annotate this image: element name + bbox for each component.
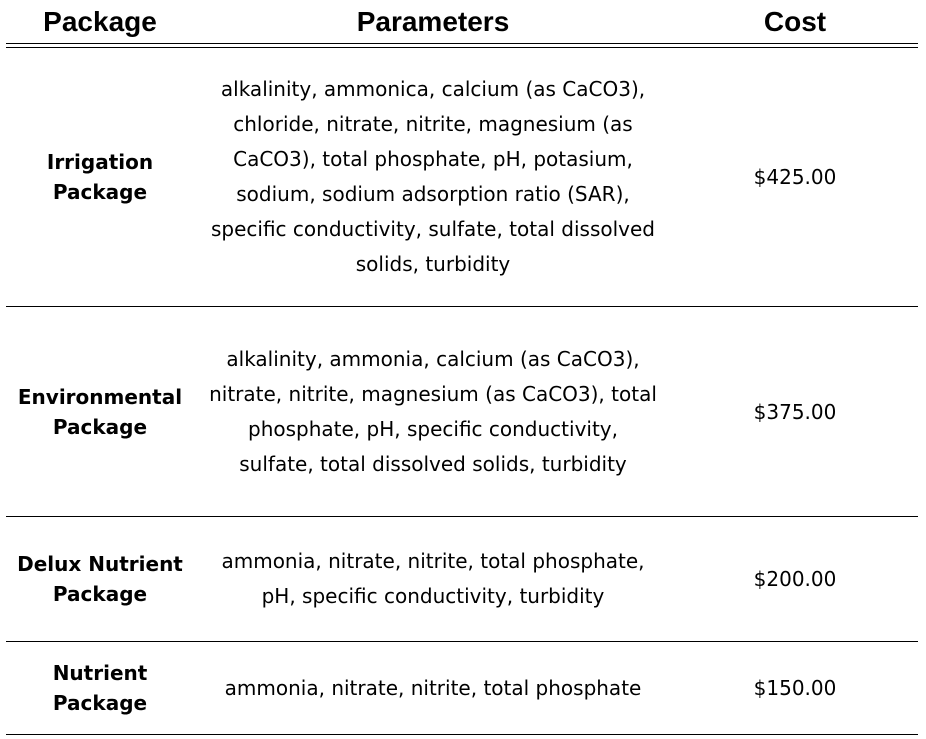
header-rule-bottom xyxy=(6,47,918,48)
table-row: Environmental Package alkalinity, ammoni… xyxy=(6,307,918,516)
cost-value: $200.00 xyxy=(753,567,837,591)
parameters-cell: ammonia, nitrate, nitrite, total phospha… xyxy=(204,642,662,734)
package-name-line: Environmental xyxy=(17,384,183,409)
package-name-line: Package xyxy=(52,414,148,439)
row-divider xyxy=(6,641,918,642)
package-cell: Irrigation Package xyxy=(6,48,194,306)
cost-value: $425.00 xyxy=(753,165,837,189)
package-name-line: Nutrient xyxy=(52,661,148,685)
package-cell: Nutrient Package xyxy=(6,642,194,734)
table-row: Nutrient Package ammonia, nitrate, nitri… xyxy=(6,642,918,734)
table-header: Package Parameters Cost xyxy=(6,0,918,44)
header-parameters: Parameters xyxy=(356,6,510,37)
parameters-text: ammonia, nitrate, nitrite, total phospha… xyxy=(224,675,642,700)
parameters-text: alkalinity, ammonica, calcium (as CaCO3)… xyxy=(210,77,655,276)
cost-cell: $150.00 xyxy=(706,642,884,734)
package-cell: Delux Nutrient Package xyxy=(6,517,194,641)
package-name-line: Delux Nutrient xyxy=(17,552,183,576)
header-rule-top xyxy=(6,43,918,44)
parameters-cell: alkalinity, ammonia, calcium (as CaCO3),… xyxy=(204,307,662,516)
row-divider xyxy=(6,516,918,517)
package-name-line: Package xyxy=(52,180,148,204)
parameters-cell: ammonia, nitrate, nitrite, total phospha… xyxy=(204,517,662,641)
package-cell: Environmental Package xyxy=(6,307,194,516)
table-row: Irrigation Package alkalinity, ammonica,… xyxy=(6,48,918,306)
cost-value: $150.00 xyxy=(753,676,837,700)
parameters-cell: alkalinity, ammonica, calcium (as CaCO3)… xyxy=(204,48,662,306)
cost-value: $375.00 xyxy=(753,399,837,424)
parameters-text: alkalinity, ammonia, calcium (as CaCO3),… xyxy=(209,346,657,476)
parameters-text: ammonia, nitrate, nitrite, total phospha… xyxy=(221,549,645,608)
header-cost: Cost xyxy=(763,6,827,37)
cost-cell: $200.00 xyxy=(706,517,884,641)
header-package: Package xyxy=(43,6,157,37)
table-row: Delux Nutrient Package ammonia, nitrate,… xyxy=(6,517,918,641)
table-bottom-rule xyxy=(6,734,918,735)
package-name-line: Package xyxy=(52,582,148,606)
cost-cell: $425.00 xyxy=(706,48,884,306)
row-divider xyxy=(6,306,918,307)
package-name-line: Irrigation xyxy=(46,150,154,174)
package-name-line: Package xyxy=(52,691,148,715)
cost-cell: $375.00 xyxy=(706,307,884,516)
package-pricing-table: Package Parameters Cost Irrigation Packa… xyxy=(6,0,918,739)
